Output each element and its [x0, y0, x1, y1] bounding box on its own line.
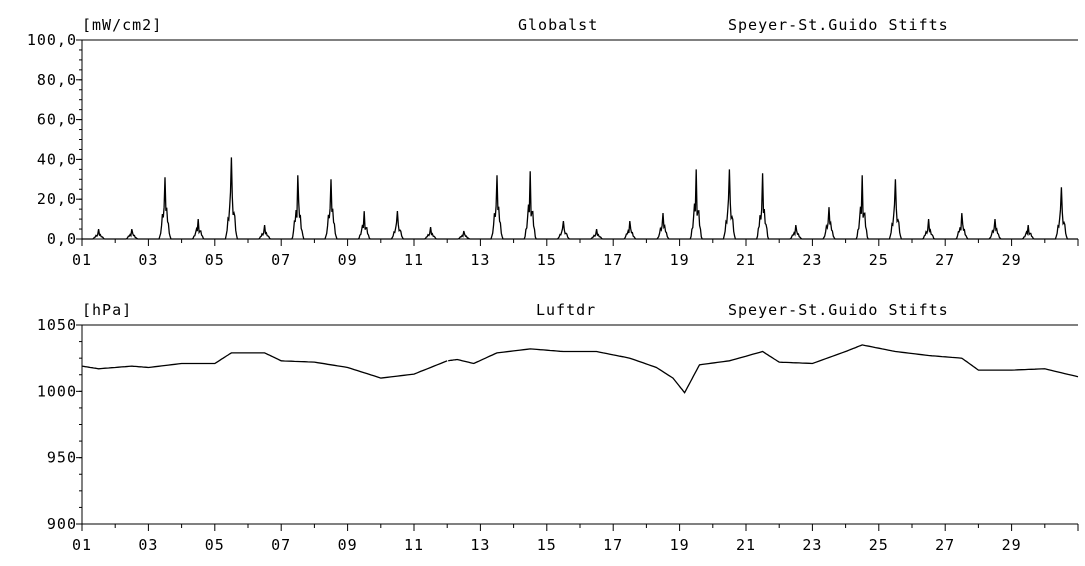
x-tick-label: 05	[205, 536, 225, 554]
series-line	[81, 344, 1079, 394]
x-tick-label: 29	[1002, 536, 1022, 554]
x-tick-label: 15	[537, 251, 557, 269]
x-tick-label: 13	[470, 251, 490, 269]
x-tick-label: 17	[603, 251, 623, 269]
series-line	[82, 157, 1078, 240]
x-tick-label: 17	[603, 536, 623, 554]
x-tick-label: 09	[338, 536, 358, 554]
y-tick-label: 80,0	[37, 71, 77, 89]
y-tick-label: 100,0	[27, 31, 77, 49]
chart-title: Globalst	[518, 16, 598, 34]
y-tick-label: 0,0	[47, 230, 77, 248]
global-radiation-panel: [mW/cm2] Globalst Speyer-St.Guido Stifts…	[27, 16, 1079, 269]
x-tick-label: 25	[869, 251, 889, 269]
x-tick-label: 15	[537, 536, 557, 554]
x-tick-label: 29	[1002, 251, 1022, 269]
y-tick-label: 20,0	[37, 190, 77, 208]
x-tick-label: 21	[736, 536, 756, 554]
x-tick-label: 27	[935, 251, 955, 269]
x-tick-label: 19	[670, 251, 690, 269]
y-tick-label: 950	[47, 449, 77, 467]
x-tick-label: 01	[72, 251, 92, 269]
x-tick-label: 11	[404, 251, 424, 269]
y-tick-label: 1050	[37, 316, 77, 334]
unit-label: [mW/cm2]	[82, 16, 162, 34]
x-tick-label: 05	[205, 251, 225, 269]
x-tick-label: 23	[802, 536, 822, 554]
x-tick-label: 03	[138, 251, 158, 269]
x-tick-label: 27	[935, 536, 955, 554]
y-tick-label: 40,0	[37, 150, 77, 168]
x-tick-label: 19	[670, 536, 690, 554]
x-tick-label: 01	[72, 536, 92, 554]
x-tick-label: 13	[470, 536, 490, 554]
x-tick-label: 25	[869, 536, 889, 554]
y-tick-label: 900	[47, 515, 77, 533]
air-pressure-panel: [hPa] Luftdr Speyer-St.Guido Stifts 900 9…	[37, 301, 1079, 554]
x-tick-label: 11	[404, 536, 424, 554]
x-tick-label: 21	[736, 251, 756, 269]
station-label: Speyer-St.Guido Stifts	[728, 301, 949, 319]
y-tick-label: 60,0	[37, 111, 77, 129]
x-tick-label: 07	[271, 251, 291, 269]
x-tick-label: 03	[138, 536, 158, 554]
chart-title: Luftdr	[536, 301, 596, 319]
x-tick-label: 09	[338, 251, 358, 269]
y-tick-label: 1000	[37, 382, 77, 400]
x-tick-label: 23	[802, 251, 822, 269]
station-label: Speyer-St.Guido Stifts	[728, 16, 949, 34]
unit-label: [hPa]	[82, 301, 132, 319]
x-tick-label: 07	[271, 536, 291, 554]
